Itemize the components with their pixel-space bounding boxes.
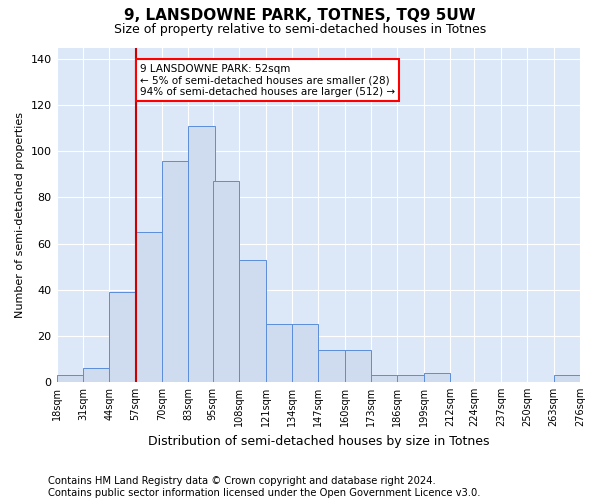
Bar (136, 232, 162, 382)
Text: 9, LANSDOWNE PARK, TOTNES, TQ9 5UW: 9, LANSDOWNE PARK, TOTNES, TQ9 5UW (124, 8, 476, 22)
Bar (424, 372, 450, 382)
Text: Contains HM Land Registry data © Crown copyright and database right 2024.
Contai: Contains HM Land Registry data © Crown c… (48, 476, 481, 498)
Text: 9 LANSDOWNE PARK: 52sqm
← 5% of semi-detached houses are smaller (28)
94% of sem: 9 LANSDOWNE PARK: 52sqm ← 5% of semi-det… (140, 64, 395, 97)
Bar (344, 350, 371, 382)
Bar (162, 160, 188, 382)
Bar (397, 375, 424, 382)
Y-axis label: Number of semi-detached properties: Number of semi-detached properties (15, 112, 25, 318)
Bar (318, 350, 344, 382)
Bar (213, 182, 239, 382)
Bar (188, 126, 215, 382)
X-axis label: Distribution of semi-detached houses by size in Totnes: Distribution of semi-detached houses by … (148, 434, 489, 448)
Bar (239, 260, 266, 382)
Bar (109, 292, 136, 382)
Bar (83, 368, 109, 382)
Bar (56, 375, 83, 382)
Bar (292, 324, 318, 382)
Bar (371, 375, 397, 382)
Bar (554, 375, 580, 382)
Bar (266, 324, 292, 382)
Text: Size of property relative to semi-detached houses in Totnes: Size of property relative to semi-detach… (114, 22, 486, 36)
